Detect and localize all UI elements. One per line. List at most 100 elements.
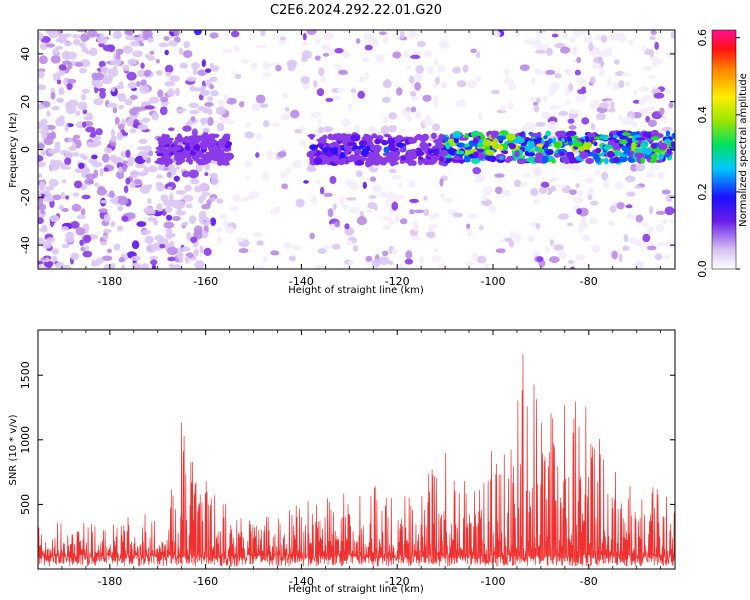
spectrogram-cell	[649, 205, 654, 215]
spectrogram-cell	[547, 120, 558, 131]
spectrogram-cell	[121, 215, 129, 222]
spectrogram-cell	[38, 70, 45, 79]
spectrogram-cell	[255, 152, 260, 158]
spectrogram-cell	[209, 84, 215, 90]
spectrogram-band-cell	[535, 152, 544, 159]
spectrogram-cell	[372, 184, 383, 193]
spectrogram-cell	[508, 239, 515, 248]
spectrogram-cell	[175, 166, 180, 171]
spectrogram-cell	[664, 255, 671, 260]
spectrogram-cell	[91, 259, 97, 267]
spectrogram-band-cell	[215, 154, 221, 162]
spectrogram-cell	[160, 194, 169, 203]
spectrogram-cell	[45, 261, 53, 269]
spectrogram-cell	[443, 197, 454, 203]
spectrogram-band-cell	[222, 161, 230, 166]
spectrogram-cell	[85, 173, 96, 180]
spectrogram-cell	[553, 244, 564, 251]
spectrogram-cell	[413, 50, 422, 56]
spectrogram-band-cell	[359, 157, 370, 161]
spectrogram-band-cell	[658, 153, 664, 160]
spectrogram-cell	[408, 75, 415, 84]
spectrogram-cell	[531, 167, 543, 177]
spectrogram-cell	[112, 106, 118, 114]
spectrogram-cell	[91, 154, 98, 160]
spectrogram-cell	[500, 238, 506, 244]
spectrogram-cell	[52, 48, 59, 56]
colorbar-tick-label: 0.6	[696, 29, 709, 47]
spectrogram-band-cell	[543, 135, 548, 140]
spectrogram-cell	[193, 30, 202, 36]
spectrogram-band-cell	[395, 135, 404, 142]
spectrogram-cell	[183, 40, 191, 49]
spectrogram-cell	[422, 94, 432, 102]
spectrogram-x-tick-label: -120	[385, 275, 410, 288]
spectrogram-cell	[567, 118, 575, 124]
spectrogram-cell	[418, 256, 425, 265]
spectrogram-cell	[576, 189, 584, 197]
spectrogram-band-cell	[470, 158, 481, 164]
spectrogram-cell	[275, 64, 282, 72]
spectrogram-band-cell	[604, 157, 609, 165]
spectrogram-cell	[241, 196, 249, 202]
spectrogram-cell	[50, 87, 55, 94]
spectrogram-cell	[113, 58, 122, 66]
spectrogram-cell	[349, 206, 361, 214]
spectrogram-cell	[207, 110, 212, 116]
spectrogram-cell	[182, 194, 194, 202]
spectrogram-cell	[581, 86, 586, 91]
spectrogram-band-cell	[484, 149, 495, 156]
spectrogram-cell	[439, 193, 446, 199]
spectrogram-cell	[138, 42, 145, 47]
spectrogram-band-cell	[335, 161, 344, 165]
spectrogram-cell	[160, 96, 169, 103]
spectrogram-cell	[244, 160, 253, 168]
spectrogram-cell	[226, 97, 237, 105]
colorbar-gradient	[711, 29, 737, 270]
spectrogram-band-cell	[172, 140, 179, 146]
spectrogram-cell	[216, 236, 222, 245]
spectrogram-cell	[255, 133, 263, 141]
spectrogram-cell	[549, 239, 554, 247]
spectrogram-cell	[600, 34, 608, 43]
spectrogram-band-cell	[370, 143, 375, 151]
spectrogram-cell	[63, 41, 72, 46]
spectrogram-cell	[534, 49, 546, 54]
spectrogram-band-cell	[445, 141, 451, 150]
spectrogram-cell	[88, 157, 98, 165]
spectrogram-cell	[163, 36, 170, 41]
spectrogram-cell	[64, 157, 72, 166]
spectrogram-band-cell	[371, 133, 378, 139]
spectrogram-band-cell	[332, 156, 337, 162]
snr-frame	[37, 329, 676, 570]
spectrogram-cell	[657, 171, 665, 180]
spectrogram-cell	[38, 121, 45, 130]
spectrogram-cell	[382, 250, 389, 257]
spectrogram-cell	[438, 263, 448, 269]
spectrogram-cell	[661, 219, 669, 224]
spectrogram-cell	[440, 81, 448, 89]
spectrogram-cell	[616, 202, 625, 210]
spectrogram-cell	[316, 88, 325, 97]
spectrogram-cell	[491, 30, 501, 38]
spectrogram-band-cell	[191, 153, 200, 162]
spectrogram-cell	[654, 41, 659, 50]
spectrogram-cell	[101, 255, 113, 261]
colorbar-tick-label: 0.2	[696, 183, 709, 201]
spectrogram-band-cell	[650, 129, 659, 137]
spectrogram-band-cell	[566, 130, 577, 136]
spectrogram-cell	[344, 223, 350, 230]
spectrogram-cell	[40, 210, 45, 215]
spectrogram-band-cell	[175, 135, 184, 142]
spectrogram-cell	[529, 187, 538, 196]
spectrogram-cell	[164, 49, 169, 56]
spectrogram-band-cell	[477, 153, 485, 160]
spectrogram-cell	[317, 248, 327, 254]
spectrogram-band-cell	[313, 157, 323, 165]
spectrogram-cell	[561, 33, 568, 39]
spectrogram-cell	[175, 190, 187, 195]
spectrogram-band-cell	[634, 152, 645, 159]
spectrogram-cell	[623, 234, 629, 243]
spectrogram-cell	[200, 85, 206, 91]
snr-x-tick-label: -80	[580, 575, 598, 588]
